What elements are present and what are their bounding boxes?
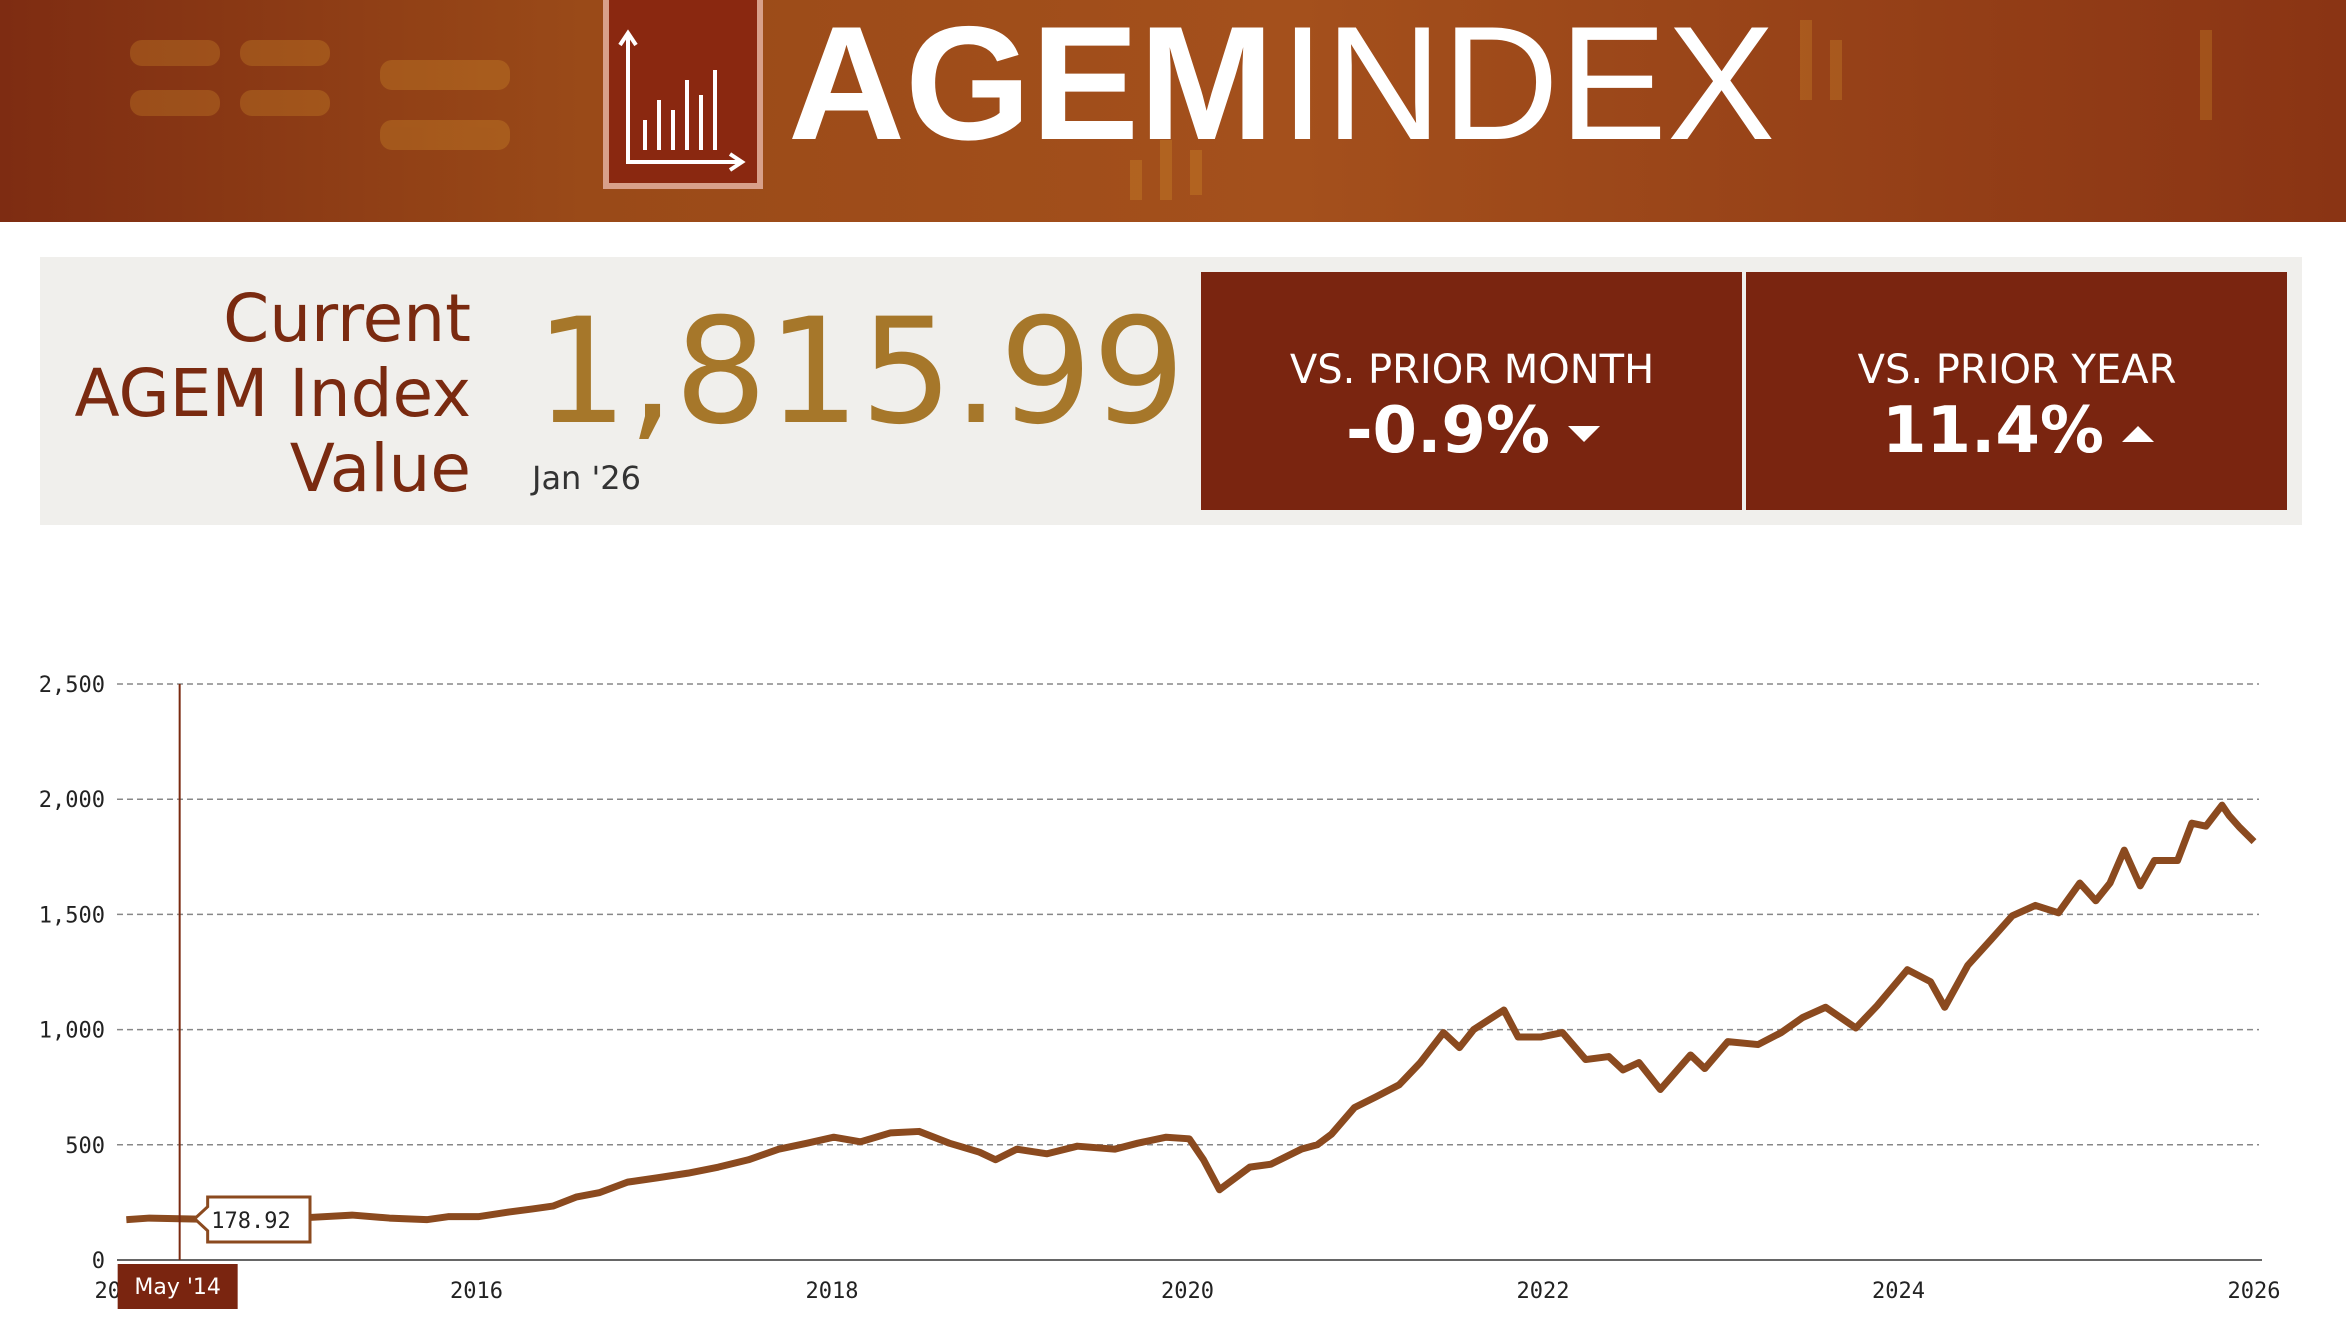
card-value: 11.4%: [1882, 394, 2104, 468]
x-tick-label: 2026: [2228, 1279, 2281, 1304]
y-tick-label: 500: [65, 1134, 105, 1159]
logo-box: [603, 0, 763, 189]
y-tick-label: 1,500: [39, 903, 105, 928]
current-value: 1,815.99: [535, 287, 1185, 457]
direction-arrow: [2122, 426, 2155, 442]
direction-arrow: [1568, 426, 1601, 442]
comparison-card: [1201, 272, 1742, 510]
summary-label: Value: [290, 430, 471, 507]
brand-bold: AGEM: [788, 0, 1274, 174]
x-tick-label: 2020: [1161, 1279, 1214, 1304]
banner-decoration: [130, 20, 2212, 200]
header-banner: [0, 0, 2346, 222]
x-tick-label: 2016: [450, 1279, 503, 1304]
summary-label: AGEM Index: [75, 355, 471, 432]
chart: 05001,0001,5002,0002,5002014201620182020…: [39, 673, 2281, 1309]
index-line: [126, 801, 2257, 1224]
logo-icon: [618, 29, 746, 172]
card-title: VS. PRIOR MONTH: [1290, 347, 1654, 393]
y-tick-label: 2,000: [39, 788, 105, 813]
tooltip-value: 178.92: [211, 1209, 290, 1234]
y-tick-label: 2,500: [39, 673, 105, 698]
y-tick-label: 1,000: [39, 1019, 105, 1044]
comparison-card: [1746, 272, 2287, 510]
x-tick-label: 2018: [806, 1279, 859, 1304]
card-title: VS. PRIOR YEAR: [1858, 347, 2177, 393]
summary-label: Current: [223, 280, 471, 357]
crosshair-label-box: [117, 1264, 238, 1309]
tooltip-box: [192, 1195, 312, 1244]
brand-light: INDEX: [1280, 0, 1775, 174]
crosshair-label: May '14: [134, 1275, 221, 1300]
x-tick-label: 2022: [1517, 1279, 1570, 1304]
x-tick-label: 2024: [1872, 1279, 1925, 1304]
current-date: Jan '26: [530, 459, 641, 497]
card-value: -0.9%: [1346, 394, 1550, 468]
y-tick-label: 0: [92, 1249, 105, 1274]
